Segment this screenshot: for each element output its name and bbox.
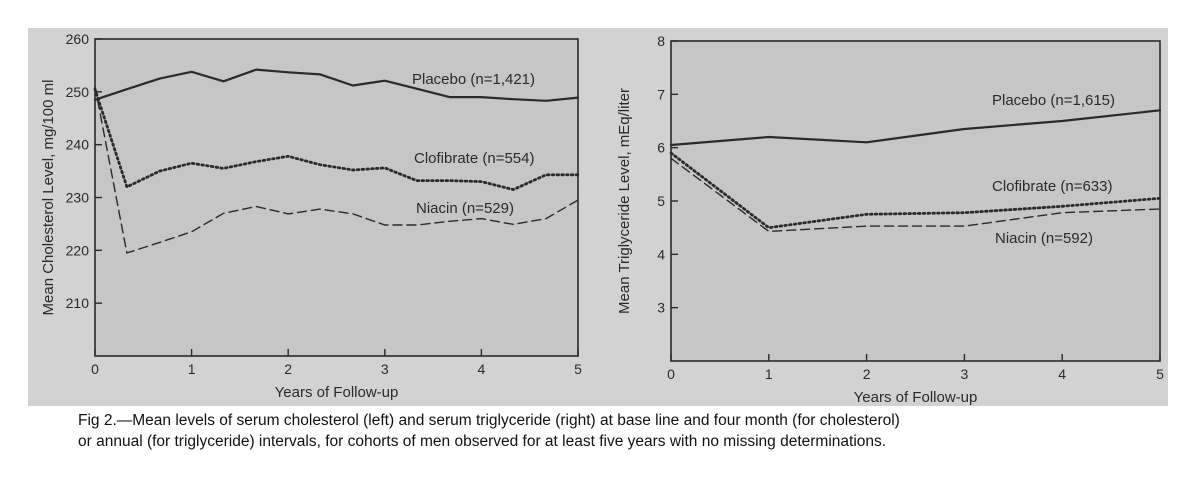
y-tick-label: 5	[657, 193, 665, 209]
plot-area-triglyceride	[670, 40, 1161, 362]
x-tick-label: 5	[1156, 366, 1164, 382]
plot-area-cholesterol	[94, 38, 579, 357]
series-line-placebo	[669, 109, 1162, 147]
series-line-placebo	[93, 68, 580, 102]
x-tick-label: 0	[667, 366, 675, 382]
caption-line-1: Fig 2.—Mean levels of serum cholesterol …	[78, 412, 900, 429]
x-tick-label: 3	[381, 361, 389, 377]
x-tick-label: 1	[188, 361, 196, 377]
y-tick-label: 3	[657, 300, 665, 316]
y-tick-label: 8	[657, 33, 665, 49]
series-line-niacin	[94, 85, 579, 254]
y-tick-label: 7	[657, 86, 665, 102]
x-axis-label: Years of Follow-up	[854, 389, 978, 406]
series-label-placebo: Placebo (n=1,421)	[412, 71, 535, 88]
series-label-placebo: Placebo (n=1,615)	[992, 92, 1115, 109]
y-tick-label: 6	[657, 140, 665, 156]
series-label-clofibrate: Clofibrate (n=554)	[414, 150, 534, 167]
y-tick-label: 210	[66, 295, 90, 311]
series-line-clofibrate	[93, 87, 580, 192]
y-tick-label: 260	[66, 31, 90, 47]
y-tick-label: 230	[66, 190, 90, 206]
x-axis-label: Years of Follow-up	[275, 384, 399, 401]
figure-panel: 210 220 230 240 250 260 0 1 2 3 4 5 Years of Follow-…	[28, 28, 1168, 406]
x-tick-label: 4	[478, 361, 486, 377]
figure-caption: Fig 2.—Mean levels of serum cholesterol …	[78, 410, 1178, 452]
y-tick-label: 250	[66, 84, 90, 100]
x-tick-label: 4	[1058, 366, 1066, 382]
x-tick-label: 3	[961, 366, 969, 382]
series-line-clofibrate	[669, 151, 1162, 230]
x-tick-label: 0	[91, 361, 99, 377]
series-label-niacin: Niacin (n=529)	[416, 200, 514, 217]
series-line-niacin	[670, 157, 1161, 233]
x-tick-label: 2	[284, 361, 292, 377]
chart-triglyceride: 3 4 5 6 7 8 0 1 2 3 4 5 Years of Follow-up Mean Trigl…	[616, 33, 1164, 406]
series-label-niacin: Niacin (n=592)	[995, 230, 1093, 247]
caption-line-2: or annual (for triglyceride) intervals, …	[78, 433, 887, 450]
chart-cholesterol: 210 220 230 240 250 260 0 1 2 3 4 5 Years of Follow-…	[40, 31, 582, 401]
series-label-clofibrate: Clofibrate (n=633)	[992, 178, 1112, 195]
y-axis-label: Mean Cholesterol Level, mg/100 ml	[40, 80, 57, 316]
y-tick-label: 240	[66, 137, 90, 153]
x-tick-label: 5	[574, 361, 582, 377]
y-tick-label: 220	[66, 242, 90, 258]
y-axis-label: Mean Triglyceride Level, mEq/liter	[616, 88, 633, 314]
x-tick-label: 2	[863, 366, 871, 382]
x-tick-label: 1	[765, 366, 773, 382]
y-tick-label: 4	[657, 246, 665, 262]
